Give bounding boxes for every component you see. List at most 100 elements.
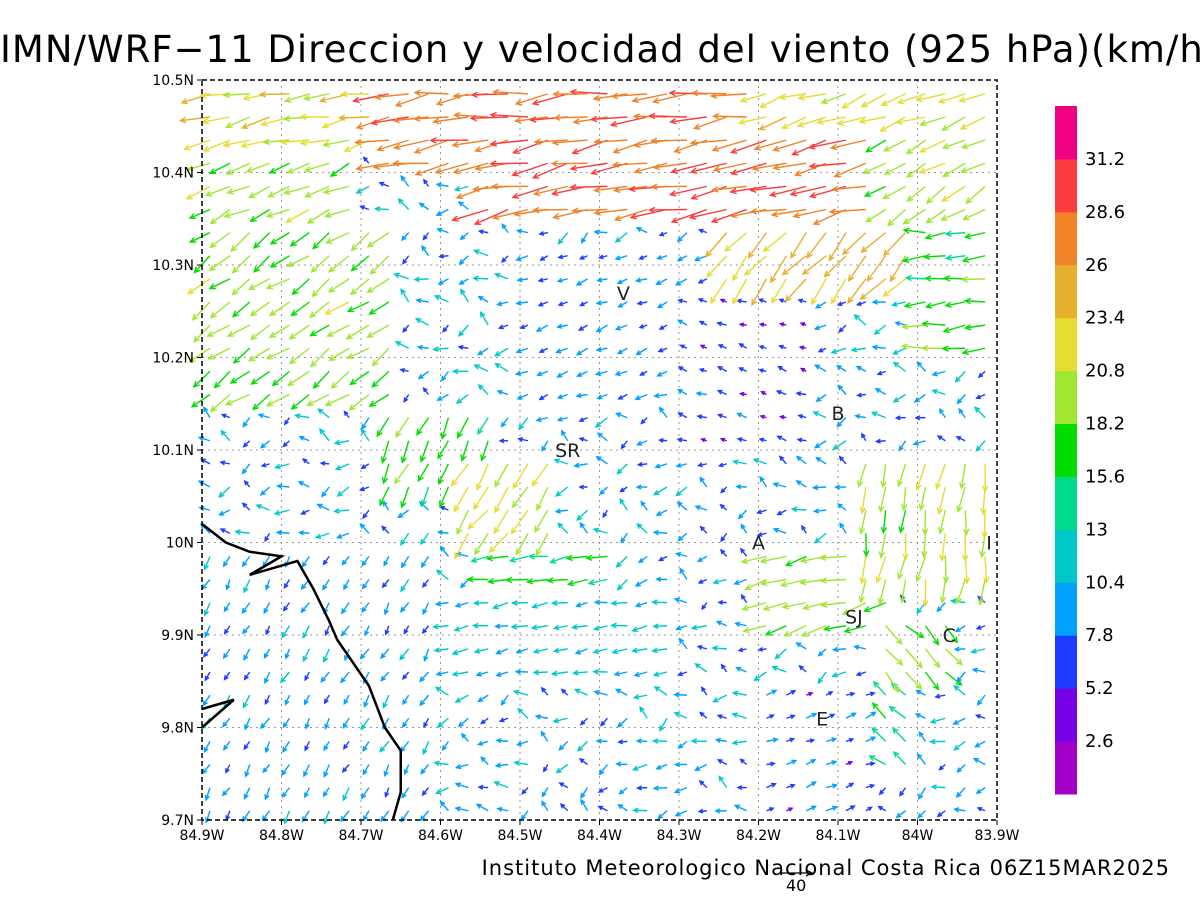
wind-vector [222,139,250,148]
wind-vector [241,625,251,635]
wind-vector [771,665,787,673]
wind-vector [349,278,370,296]
wind-vector [814,301,827,309]
wind-vector [555,486,569,497]
wind-vector [538,347,549,353]
wind-vector [837,384,847,395]
wind-vector [578,484,588,490]
wind-vector [340,671,350,684]
wind-vector [836,301,847,307]
wind-vector [538,393,549,401]
wind-vector [870,411,886,419]
lat-tick-label: 9.7N [161,813,194,829]
wind-vector [362,810,370,822]
wind-vector [877,579,887,606]
wind-vector [790,232,807,260]
wind-vector [219,528,231,534]
wind-vector [433,295,449,303]
wind-vector [647,206,687,214]
wind-vector [439,505,449,511]
wind-vector [723,232,748,253]
wind-vector [730,162,767,176]
wind-vector [553,458,568,465]
wind-vector [912,440,926,446]
wind-vector [434,686,449,696]
wind-vector [304,671,310,682]
wind-vector [197,436,211,442]
colorbar-label: 10.4 [1085,572,1125,593]
wind-vector [616,463,628,475]
wind-vector [343,579,350,591]
wind-vector [400,532,410,546]
wind-vector [366,324,390,338]
wind-vector [460,732,469,742]
wind-vector [905,648,923,669]
wind-vector [699,525,708,534]
wind-vector [891,727,907,742]
coastline-path [201,698,235,729]
wind-vector [352,93,389,104]
wind-vector [971,667,986,673]
wind-vector [371,347,390,367]
wind-vector [822,625,847,632]
wind-vector [420,532,430,546]
wind-vector [510,623,529,630]
wind-vector [203,602,211,617]
wind-vector [225,393,250,406]
wind-vector [279,671,290,684]
wind-vector [454,694,469,703]
wind-vector [435,208,449,216]
wind-vector [565,554,588,562]
wind-vector [977,370,986,379]
wind-vector [709,278,728,305]
wind-vector [690,738,707,744]
wind-vector [359,205,370,211]
wind-vector [249,208,270,223]
wind-vector [477,417,489,436]
wind-vector [960,162,986,174]
wind-vector [614,412,628,419]
wind-vector [291,278,310,296]
wind-vector [183,139,211,151]
wind-vector [860,432,867,442]
wind-vector [925,185,946,204]
wind-vector [719,437,727,443]
wind-vector [774,648,787,660]
wind-vector [781,255,807,276]
wind-vector [401,232,410,242]
wind-vector [828,208,866,215]
wind-vector [759,555,787,564]
wind-vector [440,417,450,440]
wind-vector [766,714,775,719]
wind-vector [592,668,608,675]
wind-vector [929,738,946,745]
wind-vector [897,556,907,581]
wind-vector [454,532,469,560]
wind-vector [548,555,568,564]
wind-vector [558,740,569,751]
wind-vector [414,162,449,176]
wind-vector [515,532,529,556]
wind-vector [330,370,350,389]
wind-vector [202,139,231,152]
wind-vector [473,648,489,654]
wind-vector [275,529,290,536]
wind-vector [324,393,350,406]
wind-vector [701,602,708,611]
wind-vector [348,393,370,411]
wind-vector [916,360,926,372]
wind-vector [659,717,668,732]
wind-vector [676,232,688,243]
wind-vector [350,232,370,252]
colorbar-segment [1055,106,1077,160]
wind-vector [577,324,588,331]
wind-vector [575,392,588,399]
wind-vector [342,740,350,750]
wind-vector [830,347,847,355]
wind-vector [403,764,410,776]
wind-vector [321,116,350,129]
wind-vector [264,787,271,801]
wind-vector [208,255,231,272]
wind-vector [419,810,430,822]
wind-vector [495,648,509,655]
